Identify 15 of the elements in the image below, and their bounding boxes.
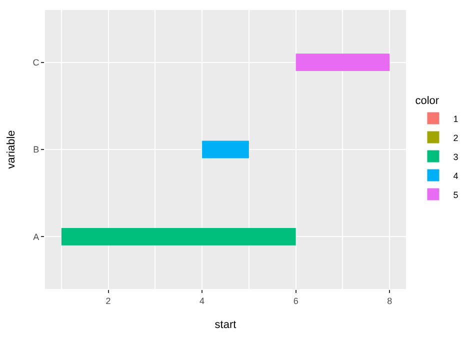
- y-tick-label: B: [33, 144, 40, 155]
- legend-label: 4: [453, 170, 458, 181]
- legend-label: 2: [453, 132, 458, 143]
- legend-label: 5: [453, 190, 458, 200]
- x-tick-label: 2: [106, 296, 111, 306]
- x-axis-title: start: [214, 319, 236, 331]
- y-tick-label: A: [33, 232, 40, 242]
- x-tick-label: 8: [387, 296, 392, 306]
- x-tick-label: 6: [293, 296, 298, 306]
- y-axis-title: variable: [5, 130, 18, 169]
- legend-label: 1: [453, 114, 458, 124]
- legend-title: color: [415, 94, 440, 107]
- x-tick-label: 4: [200, 296, 205, 306]
- legend-label: 3: [453, 152, 458, 162]
- y-tick-label: C: [32, 57, 40, 68]
